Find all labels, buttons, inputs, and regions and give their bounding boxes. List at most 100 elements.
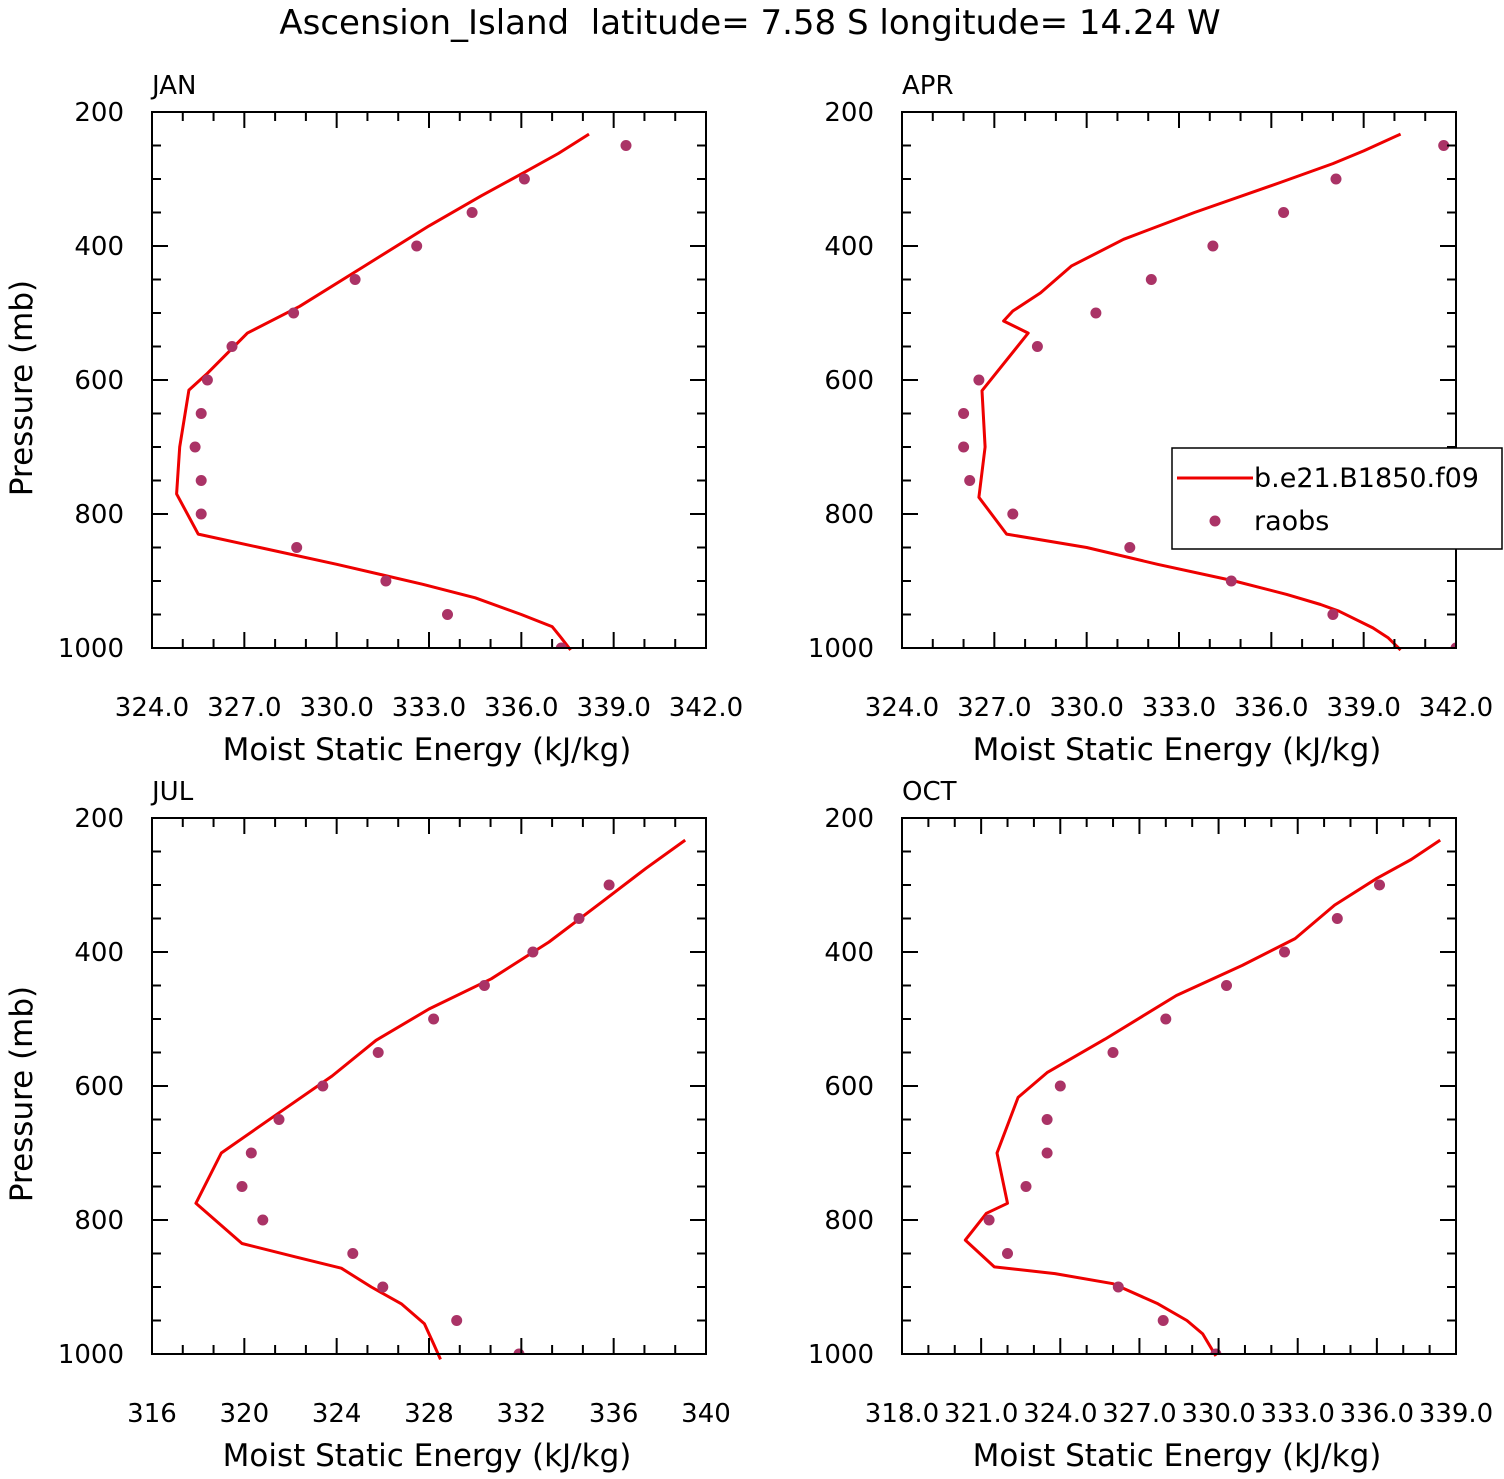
raobs-point xyxy=(1330,173,1342,185)
raobs-point xyxy=(518,173,530,185)
raobs-point xyxy=(603,879,615,891)
raobs-point xyxy=(1160,1013,1172,1025)
raobs-point xyxy=(411,240,423,252)
y-tick-label: 400 xyxy=(74,938,124,968)
x-axis-label-apr: Moist Static Energy (kJ/kg) xyxy=(973,732,1382,768)
plot-frame-jan xyxy=(151,111,707,649)
raobs-point xyxy=(189,441,201,453)
raobs-point xyxy=(1112,1281,1124,1293)
x-tick-label: 330.0 xyxy=(1049,693,1123,723)
raobs-point xyxy=(451,1315,463,1326)
raobs-point xyxy=(349,274,361,285)
model-line-jan xyxy=(175,132,590,651)
x-tick-label: 320 xyxy=(220,1399,270,1429)
raobs-point xyxy=(1007,508,1019,520)
y-tick-label: 800 xyxy=(74,1206,124,1236)
y-tick-label: 600 xyxy=(74,366,124,396)
x-tick-label: 339.0 xyxy=(576,693,650,723)
raobs-point xyxy=(466,207,478,218)
raobs-point xyxy=(1020,1181,1032,1192)
x-tick-label: 333.0 xyxy=(1260,1399,1334,1429)
raobs-point xyxy=(1157,1315,1169,1326)
raobs-point xyxy=(1438,140,1450,151)
x-tick-label: 327.0 xyxy=(207,693,281,723)
raobs-point xyxy=(1278,207,1290,218)
raobs-point xyxy=(958,441,970,453)
raobs-point xyxy=(1054,1080,1066,1092)
raobs-point xyxy=(201,374,213,386)
raobs-point xyxy=(983,1214,995,1226)
x-tick-label: 316 xyxy=(127,1399,177,1429)
raobs-point xyxy=(428,1013,440,1025)
plot-frame-jul xyxy=(151,817,707,1355)
raobs-point xyxy=(226,341,238,352)
raobs-point xyxy=(273,1114,285,1125)
figure-title: Ascension_Island latitude= 7.58 S longit… xyxy=(279,3,1220,43)
panel-title-oct: OCT xyxy=(902,777,957,807)
legend-model-label: b.e21.B1850.f09 xyxy=(1254,463,1479,494)
raobs-point xyxy=(347,1248,359,1259)
model-line-apr xyxy=(977,132,1402,652)
raobs-point xyxy=(380,575,392,587)
y-tick-label: 400 xyxy=(74,232,124,262)
x-tick-label: 342.0 xyxy=(1419,693,1493,723)
legend-box xyxy=(1171,447,1503,550)
y-tick-label: 600 xyxy=(74,1072,124,1102)
raobs-point xyxy=(478,980,490,991)
model-line-oct xyxy=(963,838,1442,1357)
y-tick-label: 200 xyxy=(824,98,874,128)
raobs-point xyxy=(1225,575,1237,587)
raobs-point xyxy=(317,1080,329,1092)
raobs-point xyxy=(973,374,985,386)
raobs-point xyxy=(442,609,453,620)
y-tick-label: 1000 xyxy=(808,634,874,664)
raobs-point xyxy=(555,642,567,648)
x-tick-label: 333.0 xyxy=(392,693,466,723)
x-tick-label: 336.0 xyxy=(1340,1399,1414,1429)
x-axis-label-jan: Moist Static Energy (kJ/kg) xyxy=(223,732,632,768)
y-tick-label: 1000 xyxy=(58,1340,124,1370)
x-tick-label: 330.0 xyxy=(1181,1399,1255,1429)
x-tick-label: 336.0 xyxy=(1234,693,1308,723)
x-axis-label-jul: Moist Static Energy (kJ/kg) xyxy=(223,1438,632,1474)
x-tick-label: 324.0 xyxy=(865,693,939,723)
x-tick-label: 336 xyxy=(589,1399,639,1429)
y-tick-label: 800 xyxy=(824,1206,874,1236)
x-tick-label: 328 xyxy=(404,1399,454,1429)
y-tick-label: 1000 xyxy=(58,634,124,664)
x-tick-label: 327.0 xyxy=(1102,1399,1176,1429)
y-axis-label-jul: Pressure (mb) xyxy=(4,986,40,1202)
y-axis-label-jan: Pressure (mb) xyxy=(4,280,40,496)
x-tick-label: 318.0 xyxy=(865,1399,939,1429)
legend: b.e21.B1850.f09 raobs xyxy=(1171,447,1503,550)
raobs-point xyxy=(236,1181,248,1192)
raobs-point xyxy=(573,913,585,924)
raobs-point xyxy=(620,140,632,151)
x-tick-label: 339.0 xyxy=(1326,693,1400,723)
panel-title-apr: APR xyxy=(902,71,954,101)
raobs-point xyxy=(527,946,539,958)
x-tick-label: 324.0 xyxy=(115,693,189,723)
raobs-point xyxy=(1090,307,1102,319)
raobs-point xyxy=(291,542,303,553)
raobs-point xyxy=(1031,341,1043,352)
raobs-point xyxy=(1327,609,1339,620)
raobs-point xyxy=(1450,642,1456,648)
y-tick-label: 200 xyxy=(74,98,124,128)
y-tick-label: 1000 xyxy=(808,1340,874,1370)
panel-jan: 200 400 600 800 1000 324.0 327.0 330.0 333.0 336.… xyxy=(4,71,743,768)
raobs-point xyxy=(1221,980,1232,991)
raobs-point xyxy=(1207,240,1219,252)
raobs-point xyxy=(1107,1047,1119,1058)
raobs-points-jul xyxy=(236,879,615,1354)
panel-oct: 200 400 600 800 1000 318.0 321.0 324.0 327.0 330.… xyxy=(808,777,1493,1474)
y-tick-label: 800 xyxy=(824,500,874,530)
raobs-point xyxy=(964,475,976,486)
panel-title-jul: JUL xyxy=(150,777,194,807)
raobs-point xyxy=(1041,1147,1053,1159)
x-tick-label: 333.0 xyxy=(1142,693,1216,723)
raobs-point xyxy=(1279,946,1290,958)
